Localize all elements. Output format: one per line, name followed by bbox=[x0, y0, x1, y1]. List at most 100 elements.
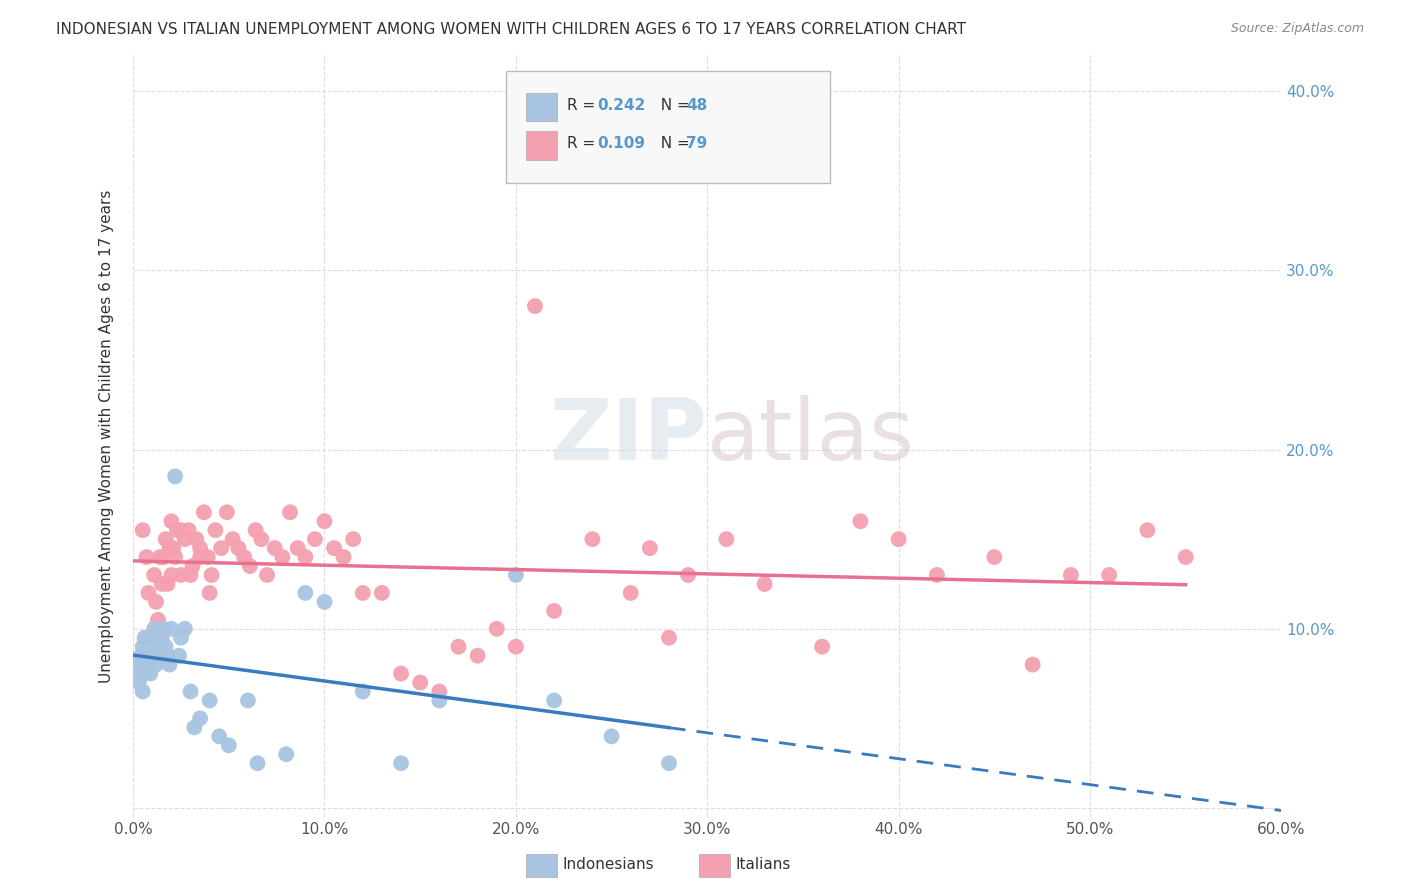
Point bbox=[849, 514, 872, 528]
Point bbox=[198, 693, 221, 707]
Point bbox=[246, 756, 269, 771]
Point bbox=[124, 666, 146, 681]
Point bbox=[485, 622, 508, 636]
Text: atlas: atlas bbox=[707, 394, 915, 477]
Point bbox=[139, 640, 162, 654]
Point bbox=[263, 541, 285, 555]
Point bbox=[165, 469, 187, 483]
Point bbox=[160, 622, 183, 636]
Point bbox=[152, 622, 174, 636]
Point bbox=[427, 693, 450, 707]
Point bbox=[215, 505, 238, 519]
Point bbox=[138, 648, 160, 663]
Point bbox=[170, 523, 193, 537]
Point bbox=[166, 523, 188, 537]
Point bbox=[389, 666, 412, 681]
Point bbox=[1098, 568, 1121, 582]
Point bbox=[294, 550, 316, 565]
Point bbox=[188, 541, 211, 555]
Point bbox=[467, 648, 489, 663]
Point bbox=[141, 631, 163, 645]
Point bbox=[180, 684, 202, 698]
Point bbox=[183, 720, 205, 734]
Point bbox=[371, 586, 394, 600]
Text: N =: N = bbox=[651, 136, 695, 152]
Point bbox=[143, 568, 166, 582]
Point bbox=[197, 550, 219, 565]
Point bbox=[152, 550, 174, 565]
Point bbox=[925, 568, 948, 582]
Text: 48: 48 bbox=[686, 98, 707, 113]
Point bbox=[332, 550, 354, 565]
Point bbox=[128, 675, 150, 690]
Point bbox=[1060, 568, 1083, 582]
Point bbox=[233, 550, 256, 565]
Point bbox=[221, 532, 243, 546]
Point bbox=[146, 648, 169, 663]
Point bbox=[135, 657, 157, 672]
Point bbox=[167, 648, 190, 663]
Point bbox=[131, 523, 153, 537]
Point bbox=[141, 648, 163, 663]
Point bbox=[129, 648, 152, 663]
Text: R =: R = bbox=[567, 98, 600, 113]
Point bbox=[173, 622, 195, 636]
Point bbox=[658, 631, 681, 645]
Point bbox=[131, 640, 153, 654]
Point bbox=[581, 532, 603, 546]
Point bbox=[134, 666, 156, 681]
Point bbox=[150, 631, 173, 645]
Point bbox=[149, 640, 172, 654]
Point bbox=[156, 577, 179, 591]
Point bbox=[658, 756, 681, 771]
Point bbox=[208, 729, 231, 743]
Point bbox=[716, 532, 738, 546]
Point bbox=[162, 541, 184, 555]
Point bbox=[141, 631, 163, 645]
Point bbox=[193, 505, 215, 519]
Point bbox=[131, 684, 153, 698]
Point bbox=[294, 586, 316, 600]
Y-axis label: Unemployment Among Women with Children Ages 6 to 17 years: Unemployment Among Women with Children A… bbox=[100, 189, 114, 682]
Point bbox=[138, 586, 160, 600]
Point bbox=[676, 568, 699, 582]
Point bbox=[524, 299, 547, 313]
Text: 0.242: 0.242 bbox=[598, 98, 645, 113]
Point bbox=[165, 550, 187, 565]
Point bbox=[323, 541, 346, 555]
Point bbox=[160, 514, 183, 528]
Point bbox=[209, 541, 232, 555]
Point bbox=[143, 622, 166, 636]
Point bbox=[1136, 523, 1159, 537]
Point bbox=[139, 666, 162, 681]
Point bbox=[159, 657, 181, 672]
Point bbox=[138, 631, 160, 645]
Point bbox=[505, 640, 527, 654]
Point bbox=[983, 550, 1005, 565]
Point bbox=[427, 684, 450, 698]
Point bbox=[170, 631, 193, 645]
Point bbox=[638, 541, 661, 555]
Point bbox=[389, 756, 412, 771]
Point bbox=[200, 568, 222, 582]
Point bbox=[314, 595, 336, 609]
Point bbox=[887, 532, 910, 546]
Point bbox=[314, 514, 336, 528]
Text: Source: ZipAtlas.com: Source: ZipAtlas.com bbox=[1230, 22, 1364, 36]
Point bbox=[271, 550, 294, 565]
Point bbox=[186, 532, 208, 546]
Point bbox=[177, 523, 200, 537]
Point bbox=[754, 577, 776, 591]
Point bbox=[352, 684, 374, 698]
Point bbox=[342, 532, 364, 546]
Point bbox=[304, 532, 326, 546]
Point bbox=[155, 640, 177, 654]
Point bbox=[278, 505, 301, 519]
Point bbox=[150, 577, 173, 591]
Point bbox=[352, 586, 374, 600]
Point bbox=[543, 604, 565, 618]
Text: ZIP: ZIP bbox=[550, 394, 707, 477]
Point bbox=[1174, 550, 1197, 565]
Point bbox=[188, 550, 211, 565]
Text: R =: R = bbox=[567, 136, 600, 152]
